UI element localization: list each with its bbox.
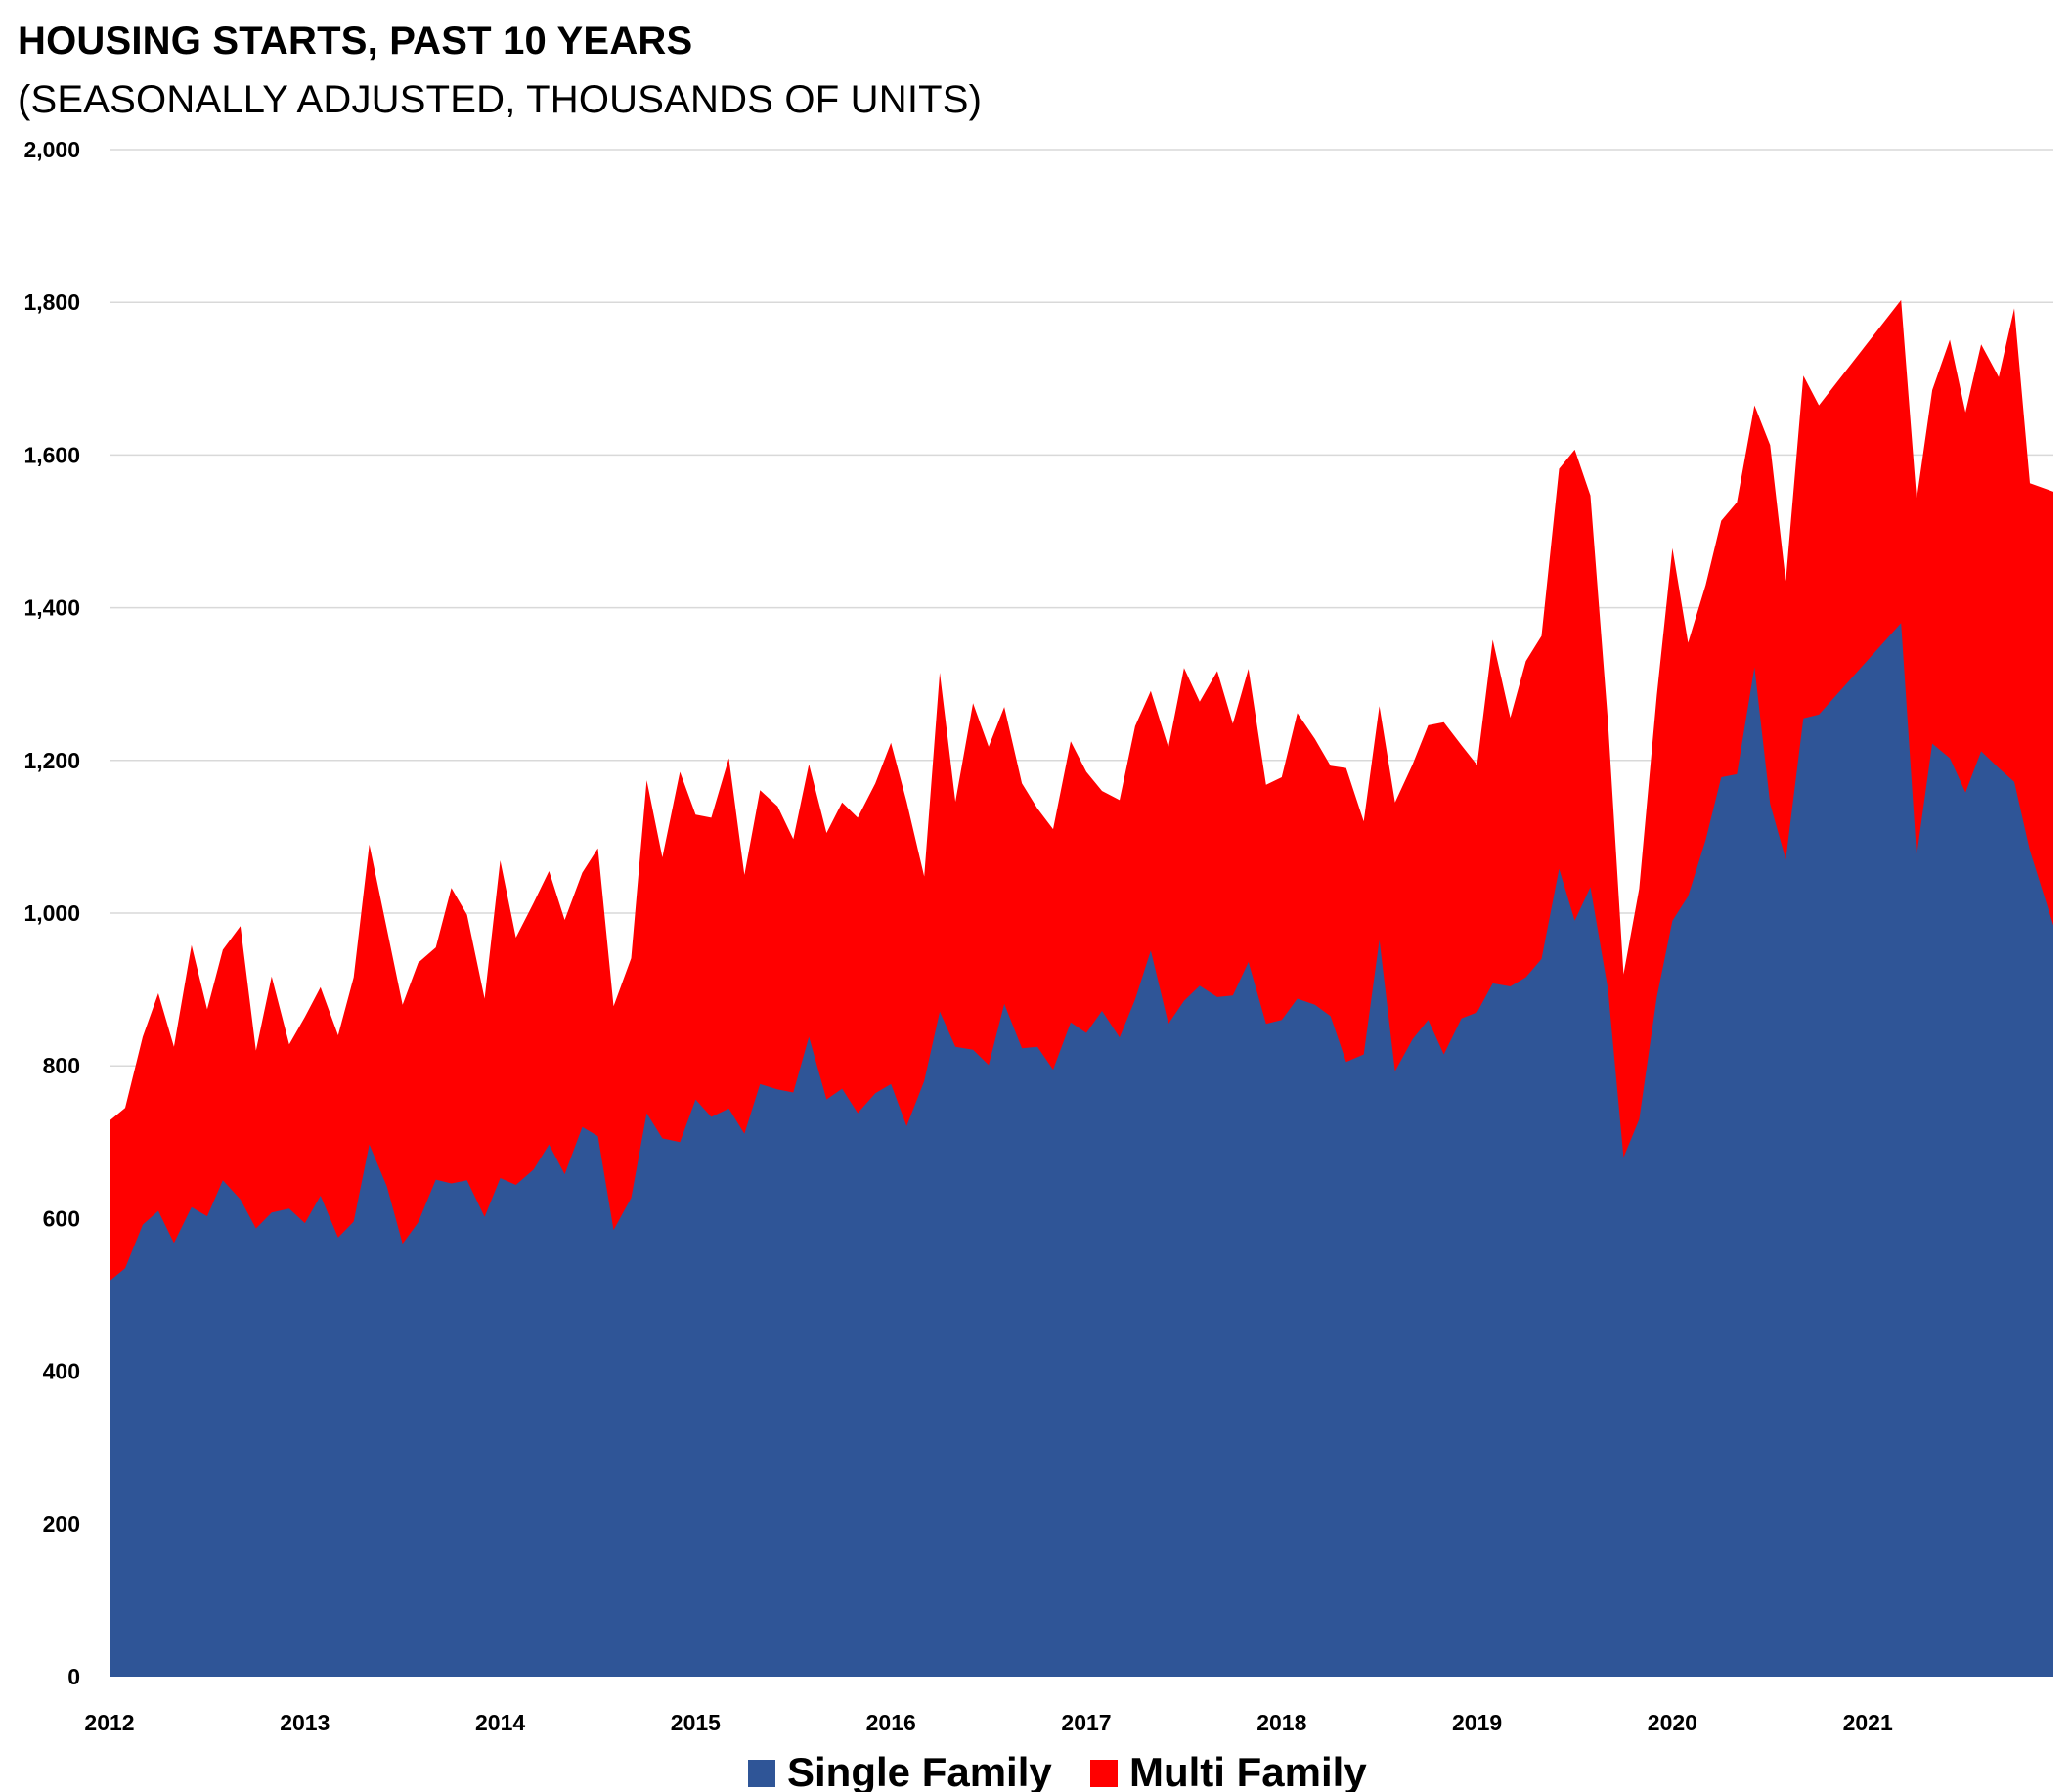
y-tick-label-2: 400 [43,1359,80,1384]
x-tick-label-2: 2014 [475,1710,525,1735]
y-tick-label-6: 1,200 [23,748,80,773]
legend-swatch-single-family [748,1760,775,1787]
y-tick-label-8: 1,600 [23,442,80,467]
x-tick-label-4: 2016 [866,1710,916,1735]
x-tick-label-0: 2012 [84,1710,134,1735]
legend-label-single-family: Single Family [787,1749,1052,1792]
x-tick-label-3: 2015 [671,1710,721,1735]
x-tick-label-7: 2019 [1452,1710,1502,1735]
x-tick-label-8: 2020 [1648,1710,1697,1735]
y-tick-label-0: 0 [67,1664,80,1689]
y-tick-label-9: 1,800 [23,289,80,315]
legend-swatch-multi-family [1090,1760,1118,1787]
chart-subtitle: (SEASONALLY ADJUSTED, THOUSANDS OF UNITS… [18,78,983,121]
single-family-area [110,623,2053,1678]
x-tick-label-1: 2013 [280,1710,330,1735]
y-tick-label-7: 1,400 [23,595,80,621]
y-tick-label-4: 800 [43,1053,80,1078]
y-tick-label-5: 1,000 [23,900,80,926]
y-tick-label-10: 2,000 [23,137,80,162]
x-tick-label-9: 2021 [1843,1710,1893,1735]
y-axis: 0 200 400 600 800 1,000 1,200 1,400 1,600 1,800 2,… [23,137,80,1689]
x-axis: 2012 2013 2014 2015 2016 2017 2018 2019 2020 2021 [84,1710,1893,1735]
y-tick-label-1: 200 [43,1511,80,1537]
area-series [110,299,2053,1678]
x-tick-label-6: 2018 [1256,1710,1306,1735]
legend: Single Family Multi Family [748,1749,1367,1792]
x-tick-label-5: 2017 [1061,1710,1111,1735]
y-tick-label-3: 600 [43,1205,80,1231]
chart-title: HOUSING STARTS, PAST 10 YEARS [18,20,693,63]
legend-label-multi-family: Multi Family [1129,1749,1367,1792]
